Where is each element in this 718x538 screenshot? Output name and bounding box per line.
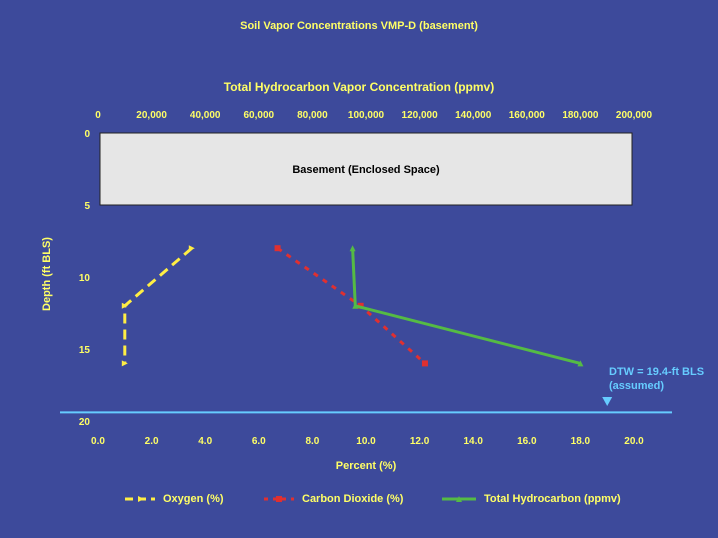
top-tick-label: 140,000 bbox=[455, 110, 492, 121]
water-table-marker bbox=[602, 397, 613, 406]
bottom-tick-label: 12.0 bbox=[410, 436, 430, 447]
data-point bbox=[349, 245, 356, 252]
left-tick-label: 15 bbox=[79, 345, 91, 356]
bottom-tick-label: 20.0 bbox=[624, 436, 644, 447]
data-point bbox=[188, 245, 195, 252]
top-tick-label: 180,000 bbox=[562, 110, 599, 121]
chart-title: Soil Vapor Concentrations VMP-D (basemen… bbox=[240, 20, 478, 32]
legend-swatch-thc bbox=[442, 496, 476, 502]
bottom-tick-label: 8.0 bbox=[305, 436, 319, 447]
data-point bbox=[421, 360, 428, 367]
bottom-tick-label: 14.0 bbox=[463, 436, 483, 447]
top-tick-label: 80,000 bbox=[297, 110, 328, 121]
legend-swatch-oxygen bbox=[125, 496, 155, 502]
top-tick-label: 0 bbox=[95, 110, 101, 121]
top-tick-label: 100,000 bbox=[348, 110, 385, 121]
top-tick-label: 200,000 bbox=[616, 110, 653, 121]
bottom-tick-label: 16.0 bbox=[517, 436, 537, 447]
legend-swatch-co2 bbox=[264, 496, 294, 502]
left-tick-label: 0 bbox=[84, 129, 90, 140]
top-tick-label: 160,000 bbox=[509, 110, 546, 121]
top-tick-label: 120,000 bbox=[402, 110, 439, 121]
water-table-label: DTW = 19.4-ft BLS bbox=[609, 366, 705, 378]
legend-label-oxygen: Oxygen (%) bbox=[163, 493, 224, 505]
bottom-tick-label: 2.0 bbox=[145, 436, 159, 447]
bottom-tick-label: 6.0 bbox=[252, 436, 266, 447]
legend-label-thc: Total Hydrocarbon (ppmv) bbox=[484, 493, 621, 505]
series-line-0 bbox=[123, 247, 193, 364]
data-point bbox=[274, 245, 281, 252]
data-point bbox=[577, 360, 584, 367]
series-line-2 bbox=[351, 248, 581, 365]
top-axis-title: Total Hydrocarbon Vapor Concentration (p… bbox=[223, 80, 495, 94]
legend-item-co2: Carbon Dioxide (%) bbox=[262, 492, 403, 506]
water-table-sublabel: (assumed) bbox=[609, 380, 665, 392]
basement-box bbox=[99, 132, 633, 206]
left-tick-label: 5 bbox=[84, 201, 90, 212]
data-point bbox=[121, 302, 128, 309]
legend-item-thc: Total Hydrocarbon (ppmv) bbox=[440, 492, 621, 506]
bottom-axis-title: Percent (%) bbox=[335, 460, 397, 472]
basement-label: Basement (Enclosed Space) bbox=[292, 164, 440, 176]
top-tick-label: 40,000 bbox=[190, 110, 221, 121]
data-point bbox=[352, 302, 359, 309]
bottom-tick-label: 4.0 bbox=[198, 436, 212, 447]
bottom-tick-label: 10.0 bbox=[356, 436, 376, 447]
bottom-tick-label: 0.0 bbox=[91, 436, 105, 447]
data-point bbox=[121, 360, 128, 367]
top-tick-label: 20,000 bbox=[136, 110, 167, 121]
series-line-1 bbox=[276, 246, 426, 365]
water-table-note: DTW = 19.4-ft BLS (assumed) bbox=[609, 365, 704, 393]
legend-item-oxygen: Oxygen (%) bbox=[123, 492, 224, 506]
left-tick-label: 20 bbox=[79, 417, 91, 428]
legend-label-co2: Carbon Dioxide (%) bbox=[302, 493, 404, 505]
bottom-tick-label: 18.0 bbox=[571, 436, 591, 447]
left-tick-label: 10 bbox=[79, 273, 91, 284]
top-tick-label: 60,000 bbox=[244, 110, 275, 121]
